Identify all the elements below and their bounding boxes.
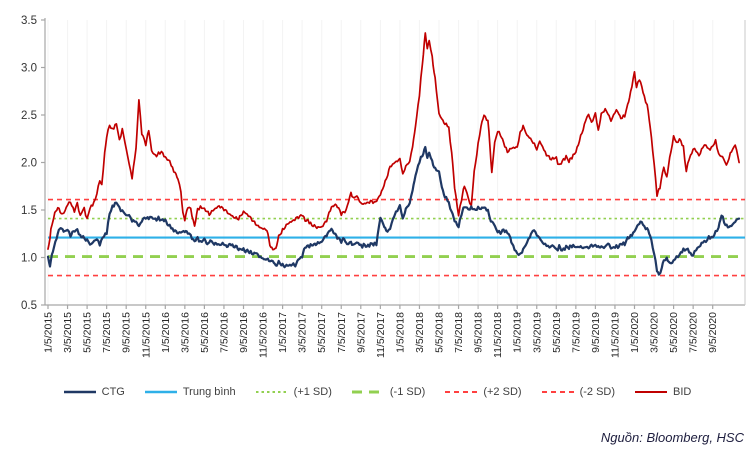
legend-swatch bbox=[144, 390, 177, 394]
legend-item--2sd: (-2 SD) bbox=[541, 386, 615, 398]
x-tick-label: 11/5/2019 bbox=[609, 312, 621, 358]
legend-swatch bbox=[63, 390, 96, 394]
x-tick-label: 5/5/2019 bbox=[551, 312, 563, 353]
x-tick-label: 11/5/2015 bbox=[140, 312, 152, 358]
x-tick-label: 1/5/2018 bbox=[394, 312, 406, 353]
x-tick-label: 5/5/2017 bbox=[316, 312, 328, 353]
x-tick-label: 7/5/2019 bbox=[570, 312, 582, 353]
y-tick-label: 1.0 bbox=[21, 253, 37, 265]
legend-swatch bbox=[351, 390, 384, 394]
legend-item-ctg: CTG bbox=[63, 386, 125, 398]
legend-item--1sd: (-1 SD) bbox=[351, 386, 425, 398]
x-tick-label: 9/5/2016 bbox=[238, 312, 250, 353]
x-tick-label: 1/5/2017 bbox=[277, 312, 289, 353]
legend-label: (-2 SD) bbox=[579, 386, 616, 398]
x-tick-label: 7/5/2018 bbox=[453, 312, 465, 353]
x-tick-label: 3/5/2018 bbox=[414, 312, 426, 353]
legend-swatch bbox=[445, 391, 478, 393]
x-tick-label: 3/5/2019 bbox=[531, 312, 543, 353]
x-tick-label: 7/5/2015 bbox=[101, 312, 113, 353]
x-tick-label: 5/5/2018 bbox=[434, 312, 446, 353]
x-tick-label: 3/5/2016 bbox=[179, 312, 191, 353]
legend-item-+1sd: (+1 SD) bbox=[255, 386, 332, 398]
legend-swatch bbox=[255, 391, 288, 393]
x-tick-label: 3/5/2017 bbox=[297, 312, 309, 353]
legend-label: (+1 SD) bbox=[293, 386, 332, 398]
chart-legend: CTG Trung bình (+1 SD) (-1 SD) (+2 SD) (-2 SD… bbox=[0, 386, 754, 398]
legend-label: (-1 SD) bbox=[389, 386, 426, 398]
x-tick-label: 9/5/2018 bbox=[473, 312, 485, 353]
x-tick-label: 3/5/2020 bbox=[649, 312, 661, 353]
legend-label: CTG bbox=[101, 386, 125, 398]
legend-label: (+2 SD) bbox=[483, 386, 522, 398]
x-tick-label: 1/5/2020 bbox=[629, 312, 641, 353]
x-tick-label: 11/5/2017 bbox=[375, 312, 387, 358]
legend-item-trungbnh: Trung bình bbox=[144, 386, 236, 398]
y-tick-label: 2.5 bbox=[21, 110, 37, 122]
x-tick-label: 5/5/2020 bbox=[668, 312, 680, 353]
source-note: Nguồn: Bloomberg, HSC bbox=[600, 430, 744, 445]
x-tick-label: 5/5/2016 bbox=[199, 312, 211, 353]
x-tick-label: 9/5/2020 bbox=[707, 312, 719, 353]
x-tick-label: 5/5/2015 bbox=[82, 312, 94, 353]
y-tick-label: 3.0 bbox=[21, 63, 37, 75]
y-tick-label: 1.5 bbox=[21, 205, 37, 217]
legend-item-bid: BID bbox=[634, 386, 691, 398]
x-tick-label: 1/5/2019 bbox=[512, 312, 524, 353]
series-line-ctg bbox=[46, 145, 741, 276]
legend-swatch bbox=[635, 391, 668, 393]
x-tick-label: 7/5/2017 bbox=[336, 312, 348, 353]
legend-item-+2sd: (+2 SD) bbox=[444, 386, 522, 398]
x-tick-label: 11/5/2018 bbox=[492, 312, 504, 358]
legend-label: BID bbox=[673, 386, 692, 398]
x-tick-label: 11/5/2016 bbox=[258, 312, 270, 358]
x-tick-label: 1/5/2015 bbox=[43, 312, 55, 353]
x-tick-label: 3/5/2015 bbox=[62, 312, 74, 353]
x-tick-label: 9/5/2017 bbox=[355, 312, 367, 353]
x-tick-label: 1/5/2016 bbox=[160, 312, 172, 353]
x-tick-label: 7/5/2020 bbox=[688, 312, 700, 353]
x-tick-label: 7/5/2016 bbox=[218, 312, 230, 353]
y-tick-label: 0.5 bbox=[21, 300, 37, 312]
legend-label: Trung bình bbox=[182, 386, 236, 398]
legend-swatch bbox=[541, 391, 574, 393]
series-line-bid bbox=[47, 32, 740, 251]
x-tick-label: 9/5/2015 bbox=[121, 312, 133, 353]
x-tick-label: 9/5/2019 bbox=[590, 312, 602, 353]
plot-area: 0.5 1.0 1.5 2.0 2.5 3.0 3.5 1/5/2015 3/5/2015 5/5… bbox=[21, 15, 746, 358]
y-tick-label: 2.0 bbox=[21, 158, 37, 170]
y-tick-label: 3.5 bbox=[21, 15, 37, 27]
